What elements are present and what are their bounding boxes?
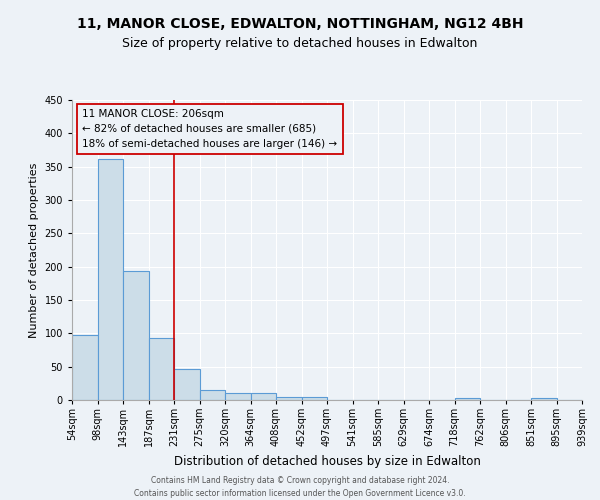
Bar bbox=[174, 370, 199, 400]
X-axis label: Distribution of detached houses by size in Edwalton: Distribution of detached houses by size … bbox=[173, 455, 481, 468]
Bar bbox=[149, 338, 174, 400]
Text: 11, MANOR CLOSE, EDWALTON, NOTTINGHAM, NG12 4BH: 11, MANOR CLOSE, EDWALTON, NOTTINGHAM, N… bbox=[77, 18, 523, 32]
Text: Contains HM Land Registry data © Crown copyright and database right 2024.
Contai: Contains HM Land Registry data © Crown c… bbox=[134, 476, 466, 498]
Bar bbox=[225, 394, 251, 400]
Bar bbox=[97, 158, 123, 400]
Bar bbox=[302, 396, 327, 400]
Bar bbox=[276, 396, 302, 400]
Y-axis label: Number of detached properties: Number of detached properties bbox=[29, 162, 39, 338]
Bar bbox=[455, 398, 480, 400]
Text: 11 MANOR CLOSE: 206sqm
← 82% of detached houses are smaller (685)
18% of semi-de: 11 MANOR CLOSE: 206sqm ← 82% of detached… bbox=[82, 109, 337, 148]
Bar bbox=[123, 272, 149, 400]
Bar bbox=[251, 394, 276, 400]
Bar bbox=[72, 336, 97, 400]
Bar bbox=[199, 390, 225, 400]
Bar bbox=[531, 398, 557, 400]
Text: Size of property relative to detached houses in Edwalton: Size of property relative to detached ho… bbox=[122, 38, 478, 51]
